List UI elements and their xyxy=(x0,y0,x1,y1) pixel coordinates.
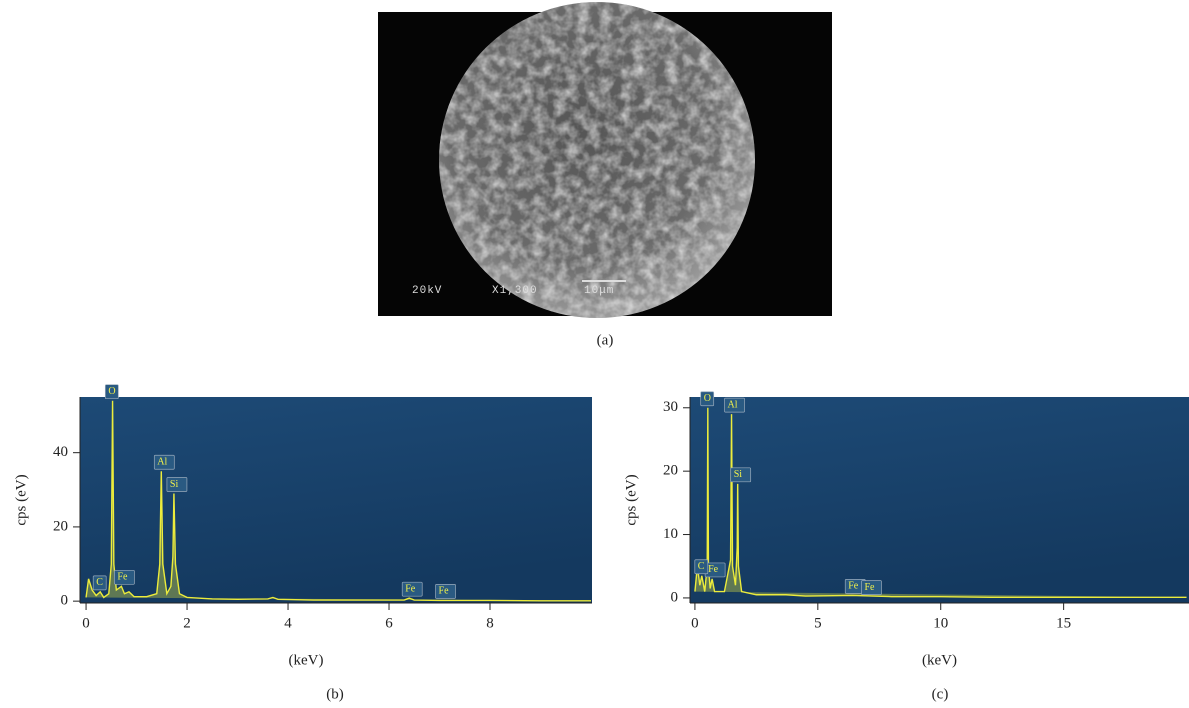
sem-scale: 10μm xyxy=(584,285,614,297)
x-tick-label: 4 xyxy=(284,615,292,631)
peak-label-box xyxy=(730,467,752,483)
peak-label: C xyxy=(96,577,103,588)
y-tick-label: 0 xyxy=(671,589,679,605)
peak-label-box xyxy=(694,559,709,575)
peak-label: Fe xyxy=(405,583,416,594)
x-tick-label: 5 xyxy=(814,615,822,631)
peak-label-box xyxy=(861,580,882,596)
plot-background xyxy=(80,397,592,603)
sem-image: 20kV X1,300 10μm xyxy=(378,2,832,318)
peak-label-box xyxy=(92,575,107,591)
peak-label-box xyxy=(166,477,188,492)
y-tick-label: 30 xyxy=(663,399,678,415)
peak-label-box xyxy=(114,569,135,585)
spectrum xyxy=(85,400,591,602)
y-tick-label: 0 xyxy=(61,593,69,609)
x-axis-label: (keV) xyxy=(922,652,957,668)
peak-label: Fe xyxy=(848,581,859,592)
x-tick-label: 10 xyxy=(933,615,948,631)
caption: (c) xyxy=(932,686,949,702)
peak-label-box xyxy=(401,581,423,597)
x-tick-label: 2 xyxy=(183,615,191,631)
y-axis-label: cps (eV) xyxy=(623,474,639,525)
peak-label-box xyxy=(435,584,456,599)
x-axis-label: (keV) xyxy=(289,652,324,668)
y-axis-label: cps (eV) xyxy=(13,474,29,525)
peak-label: Fe xyxy=(708,564,719,575)
peak-label: Si xyxy=(734,469,743,480)
x-tick-label: 0 xyxy=(691,615,699,631)
peak-label-box xyxy=(724,397,745,413)
peak-label-box xyxy=(104,384,119,400)
peak-label-box xyxy=(700,391,715,407)
caption: (a) xyxy=(597,332,614,348)
y-tick-label: 20 xyxy=(53,518,68,534)
caption: (b) xyxy=(326,686,344,702)
x-tick-label: 15 xyxy=(1056,615,1071,631)
peak-label-box xyxy=(153,454,175,470)
peak-label: O xyxy=(704,393,711,404)
y-tick-label: 40 xyxy=(53,444,68,460)
y-tick-label: 10 xyxy=(663,526,678,542)
peak-label: Al xyxy=(157,457,167,468)
x-tick-label: 8 xyxy=(486,615,494,631)
y-tick-label: 20 xyxy=(663,463,678,479)
peak-label: C xyxy=(698,561,705,572)
peak-label: Si xyxy=(170,479,179,490)
sem-voltage: 20kV xyxy=(412,285,442,297)
x-tick-label: 0 xyxy=(82,615,90,631)
sem-magnification: X1,300 xyxy=(492,285,538,297)
peak-label: Fe xyxy=(864,582,875,593)
plot-background xyxy=(690,397,1189,603)
peak-label: Fe xyxy=(117,572,128,583)
peak-label: Fe xyxy=(439,586,450,597)
x-tick-label: 6 xyxy=(385,615,393,631)
peak-label: O xyxy=(108,386,115,397)
peak-label: Al xyxy=(728,399,738,410)
